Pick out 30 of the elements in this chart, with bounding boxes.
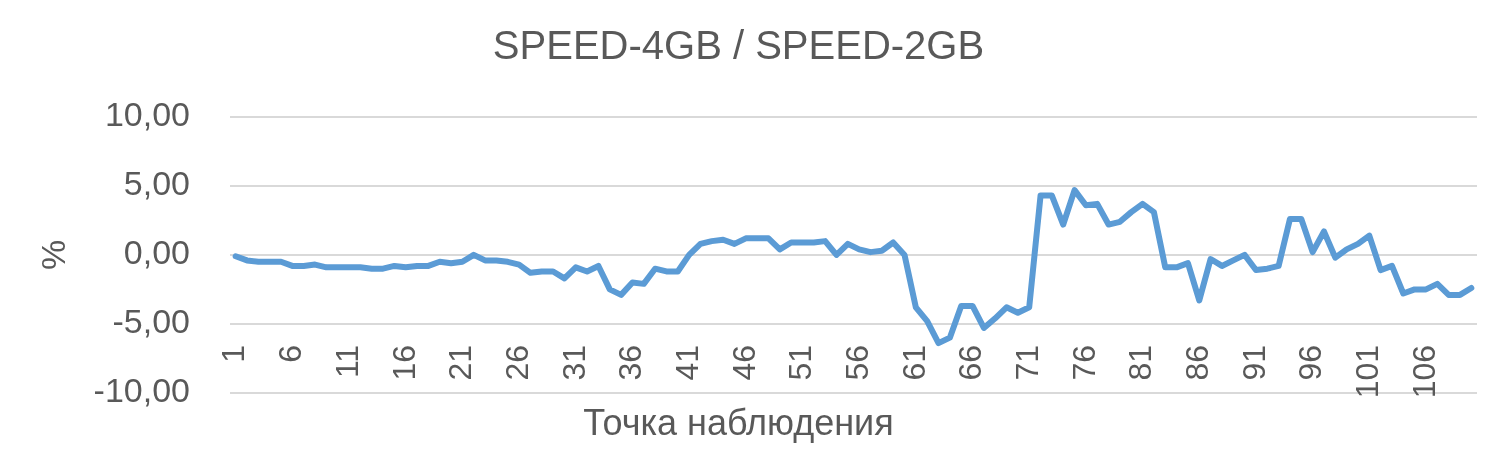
x-tick-label: 51 <box>782 344 819 381</box>
x-tick-label: 41 <box>668 344 705 381</box>
x-tick-label: 106 <box>1405 344 1442 399</box>
x-tick-label: 71 <box>1009 344 1046 381</box>
x-tick-label: 21 <box>442 344 479 381</box>
x-axis-title: Точка наблюдения <box>583 402 894 444</box>
x-tick-label: 11 <box>328 344 365 379</box>
x-tick-label: 26 <box>498 344 535 381</box>
x-tick-label: 91 <box>1235 344 1272 381</box>
x-tick-label: 31 <box>555 344 592 381</box>
chart-title: SPEED-4GB / SPEED-2GB <box>492 23 985 68</box>
x-tick-label: 66 <box>952 344 989 381</box>
y-tick-label: -10,00 <box>93 371 190 410</box>
y-tick-label: 5,00 <box>123 164 190 203</box>
y-axis-title: % <box>33 239 72 271</box>
x-tick-label: 36 <box>612 344 649 381</box>
y-tick-label: 10,00 <box>104 95 190 134</box>
x-tick-label: 1 <box>215 344 252 363</box>
x-tick-label: 6 <box>272 344 309 363</box>
x-tick-label: 76 <box>1065 344 1102 381</box>
x-tick-label: 101 <box>1349 344 1386 399</box>
x-tick-label: 56 <box>839 344 875 381</box>
y-tick-label: -5,00 <box>112 302 190 341</box>
x-tick-label: 46 <box>725 344 762 381</box>
x-tick-label: 16 <box>385 344 422 381</box>
x-tick-label: 61 <box>895 344 932 381</box>
y-tick-label: 0,00 <box>123 233 190 272</box>
x-tick-label: 96 <box>1292 344 1329 381</box>
x-tick-label: 86 <box>1179 344 1216 381</box>
x-tick-label: 81 <box>1122 344 1159 381</box>
